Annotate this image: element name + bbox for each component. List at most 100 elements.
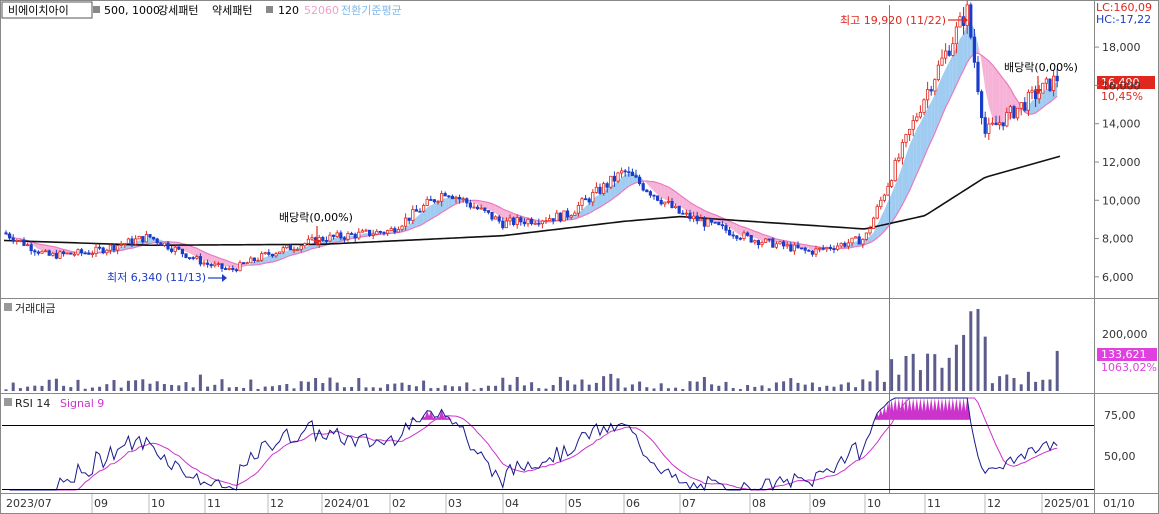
volume-bar <box>911 353 915 391</box>
candle-body <box>497 216 501 222</box>
candle-body <box>764 238 768 243</box>
ma-cloud-segment <box>985 57 989 106</box>
volume-bar <box>990 383 994 391</box>
volume-bar <box>587 384 591 391</box>
volume-bar <box>875 370 879 391</box>
candle-body <box>292 249 296 251</box>
candle-body <box>490 211 494 220</box>
volume-bar <box>220 379 224 391</box>
volume-bar <box>198 374 202 391</box>
candle-body <box>922 99 926 113</box>
candle-body <box>123 243 127 245</box>
ma-cloud-segment <box>279 252 284 260</box>
volume-bar <box>443 385 447 391</box>
ma-cloud-segment <box>614 180 618 198</box>
volume-bar <box>1026 371 1030 391</box>
candle-body <box>116 245 120 251</box>
ma-cloud-segment <box>675 191 680 207</box>
ma-cloud-segment <box>654 181 658 195</box>
volume-bar <box>638 381 642 391</box>
candle-body <box>710 218 714 223</box>
volume-bar <box>126 380 130 391</box>
candle-body <box>893 160 897 182</box>
volume-bar <box>342 387 346 391</box>
candle-body <box>108 244 112 251</box>
volume-bar <box>249 379 253 391</box>
candle-body <box>166 242 170 250</box>
volume-bar <box>796 382 800 391</box>
ma-cloud-segment <box>988 60 993 118</box>
candle-body <box>119 244 123 246</box>
candle-body <box>231 267 235 270</box>
candle-body <box>429 199 433 201</box>
candle-body <box>69 252 73 255</box>
candle-body <box>357 231 361 239</box>
ma-cloud-segment <box>672 189 676 205</box>
ma-cloud-segment <box>492 203 496 214</box>
candle-body <box>915 116 919 121</box>
ma-cloud-segment <box>189 245 194 256</box>
x-tick-label: 09 <box>94 497 108 510</box>
candle-body <box>926 89 930 101</box>
volume-bar <box>1041 379 1045 391</box>
candle-body <box>576 205 581 214</box>
ma-cloud-segment <box>978 44 982 63</box>
candle-body <box>908 128 912 135</box>
volume-bar <box>328 377 332 391</box>
candle-body <box>342 237 347 240</box>
ma-cloud-segment <box>585 203 590 215</box>
candle-body <box>299 245 303 250</box>
candle-body <box>191 257 195 259</box>
volume-bar <box>998 376 1002 391</box>
volume-bar <box>47 379 51 391</box>
candle-body <box>285 244 289 249</box>
candle-body <box>879 199 883 208</box>
candle-body <box>958 16 962 28</box>
x-tick-label: 2023/07 <box>6 497 52 510</box>
candle-body <box>213 263 217 267</box>
volume-bar <box>731 388 735 391</box>
volume-bar <box>854 387 858 391</box>
volume-bar <box>782 381 786 391</box>
ma-cloud-segment <box>870 232 874 243</box>
ma-cloud-segment <box>121 245 125 251</box>
candle-body <box>587 198 591 203</box>
ma-cloud-segment <box>193 247 197 257</box>
candle-body <box>378 230 383 233</box>
rsi-signal-line <box>9 397 1058 491</box>
candle-body <box>612 175 617 182</box>
ma-cloud-segment <box>420 211 424 226</box>
ma-cloud-segment <box>427 205 431 222</box>
ma-cloud-segment <box>693 204 698 217</box>
stock-name-box[interactable] <box>1 1 93 19</box>
volume-bar <box>652 388 656 391</box>
candle-body <box>512 217 516 225</box>
price-axis: 6,000 8,000 10,000 12,000 14,000 16,000 18,000 <box>1094 41 1141 284</box>
candle-body <box>447 195 451 198</box>
volume-axis-tick: 200,000 <box>1102 328 1148 341</box>
candle-body <box>101 247 105 254</box>
candle-body <box>421 205 426 212</box>
candle-body <box>990 122 995 125</box>
volume-bar <box>976 309 980 391</box>
ma-cloud-segment <box>848 243 852 249</box>
candle-body <box>735 235 739 239</box>
candle-body <box>965 4 969 26</box>
lc-value: LC:160,09 <box>1096 1 1152 14</box>
volume-bar <box>501 377 505 391</box>
volume-bar <box>18 388 22 391</box>
ma-cloud-segment <box>909 136 914 191</box>
candle-body <box>753 240 757 243</box>
candle-body <box>501 220 505 229</box>
volume-bar <box>1048 379 1052 391</box>
ma-cloud-segment <box>697 206 701 218</box>
candle-body <box>508 217 512 222</box>
candle-body <box>205 262 210 265</box>
volume-bar <box>62 385 66 391</box>
ma-cloud-segment <box>232 262 237 270</box>
legend-ma120: 120 <box>278 4 299 17</box>
candle-body <box>1005 112 1009 127</box>
candle-body <box>126 238 130 244</box>
volume-bar <box>688 381 692 391</box>
ma-cloud-segment <box>733 222 737 233</box>
